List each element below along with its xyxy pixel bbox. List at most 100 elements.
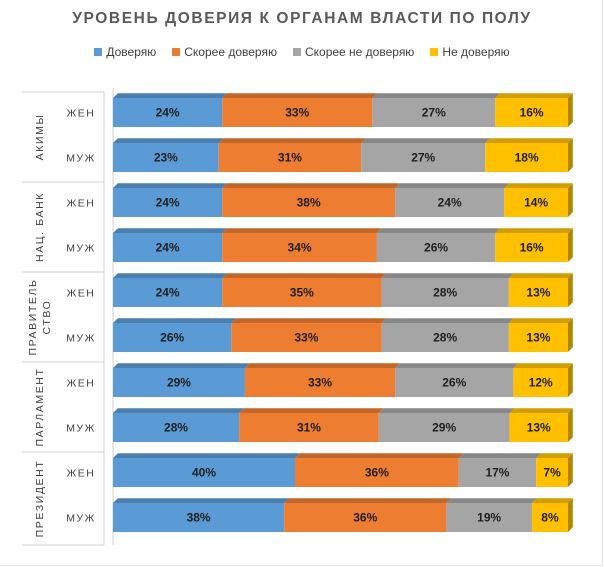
bar-segment bbox=[361, 143, 486, 172]
bar-value-label: 36% bbox=[353, 511, 377, 525]
bar-top-face bbox=[381, 273, 514, 278]
bar-side-face bbox=[568, 93, 573, 127]
bar-segment bbox=[508, 323, 568, 352]
bar-value-label: 29% bbox=[432, 421, 456, 435]
bar-top-face bbox=[284, 498, 452, 503]
bar-segment bbox=[446, 503, 532, 532]
bar-value-label: 28% bbox=[433, 331, 457, 345]
bar-value-label: 28% bbox=[433, 286, 457, 300]
bar-value-label: 8% bbox=[541, 511, 559, 525]
bar-segment bbox=[458, 458, 537, 487]
bar-value-label: 28% bbox=[164, 421, 188, 435]
chart-title: УРОВЕНЬ ДОВЕРИЯ К ОРГАНАМ ВЛАСТИ ПО ПОЛУ bbox=[72, 10, 532, 27]
legend: Доверяю Скорее доверяю Скорее не доверяю Не… bbox=[0, 45, 604, 59]
group-label: АКИМЫ bbox=[34, 114, 46, 161]
bar-value-label: 27% bbox=[422, 106, 446, 120]
bar-top-face bbox=[372, 93, 500, 98]
bar-top-face bbox=[395, 183, 510, 188]
bar-value-label: 31% bbox=[278, 151, 302, 165]
bar-top-face bbox=[222, 273, 387, 278]
row-label: ЖЕН bbox=[67, 107, 96, 119]
bar-value-label: 33% bbox=[285, 106, 309, 120]
bar-value-label: 13% bbox=[526, 286, 550, 300]
bar-segment bbox=[295, 458, 459, 487]
bar-segment bbox=[495, 98, 568, 127]
bar-side-face bbox=[568, 318, 573, 352]
bar-value-label: 16% bbox=[520, 106, 544, 120]
bar-segment bbox=[222, 233, 377, 262]
bar-value-label: 23% bbox=[154, 151, 178, 165]
bar-segment bbox=[504, 188, 568, 217]
bar-side-face bbox=[568, 273, 573, 307]
row-label: МУЖ bbox=[66, 242, 96, 254]
bar-side-face bbox=[568, 408, 573, 442]
bar-top-face bbox=[113, 408, 244, 413]
bar-side-face bbox=[568, 453, 573, 487]
bar-segment bbox=[113, 98, 223, 127]
bar-top-face bbox=[231, 318, 387, 323]
group-label: ПРАВИТЕЛЬ bbox=[27, 278, 39, 355]
group-label: НАЦ. БАНК bbox=[34, 192, 46, 262]
group-label: СТВО bbox=[41, 300, 53, 335]
legend-swatch bbox=[94, 48, 103, 56]
bar-segment bbox=[113, 458, 295, 487]
group-label: ПРЕЗИДЕНТ bbox=[34, 460, 46, 538]
bar-segment bbox=[378, 413, 510, 442]
bar-segment bbox=[113, 143, 219, 172]
bar-segment bbox=[509, 413, 568, 442]
legend-item: Доверяю bbox=[94, 45, 156, 59]
bar-top-face bbox=[446, 498, 537, 503]
bar-side-face bbox=[568, 138, 573, 172]
row-label: МУЖ bbox=[66, 512, 96, 524]
row-label: ЖЕН bbox=[67, 287, 96, 299]
bar-segment bbox=[376, 233, 496, 262]
bar-top-face bbox=[361, 138, 491, 143]
bar-segment bbox=[113, 233, 223, 262]
bar-top-face bbox=[508, 273, 573, 278]
bar-value-label: 26% bbox=[442, 376, 466, 390]
bar-top-face bbox=[376, 228, 500, 233]
bar-segment bbox=[284, 503, 447, 532]
bar-top-face bbox=[222, 93, 378, 98]
legend-item: Скорее доверяю bbox=[172, 45, 277, 59]
legend-label: Доверяю bbox=[106, 45, 157, 59]
bar-segment bbox=[395, 368, 514, 397]
group-label: ПАРЛАМЕНТ bbox=[34, 367, 46, 446]
bar-segment bbox=[536, 458, 568, 487]
bar-value-label: 33% bbox=[294, 331, 318, 345]
bar-value-label: 16% bbox=[520, 241, 544, 255]
row-label: МУЖ bbox=[66, 152, 96, 164]
bar-top-face bbox=[485, 138, 573, 143]
bar-top-face bbox=[222, 183, 400, 188]
bar-top-face bbox=[381, 318, 514, 323]
bar-value-label: 40% bbox=[192, 466, 216, 480]
bar-value-label: 38% bbox=[187, 511, 211, 525]
bar-top-face bbox=[222, 228, 382, 233]
bar-segment bbox=[381, 278, 509, 307]
legend-item: Не доверяю bbox=[430, 45, 510, 59]
bar-value-label: 34% bbox=[288, 241, 312, 255]
row-label: ЖЕН bbox=[67, 377, 96, 389]
row-label: МУЖ bbox=[66, 332, 96, 344]
row-label: МУЖ bbox=[66, 422, 96, 434]
legend-swatch bbox=[292, 48, 301, 56]
row-label: ЖЕН bbox=[67, 467, 96, 479]
legend-label: Скорее доверяю bbox=[184, 45, 277, 59]
bar-segment bbox=[485, 143, 568, 172]
bar-segment bbox=[508, 278, 568, 307]
bar-value-label: 26% bbox=[424, 241, 448, 255]
bar-top-face bbox=[113, 183, 227, 188]
bar-top-face bbox=[495, 93, 573, 98]
bar-top-face bbox=[458, 453, 541, 458]
bar-value-label: 24% bbox=[156, 286, 180, 300]
bar-top-face bbox=[509, 408, 573, 413]
bar-side-face bbox=[568, 228, 573, 262]
bar-segment bbox=[531, 503, 568, 532]
bar-segment bbox=[231, 323, 382, 352]
bar-value-label: 36% bbox=[365, 466, 389, 480]
bar-top-face bbox=[113, 273, 227, 278]
bar-top-face bbox=[395, 363, 519, 368]
bar-top-face bbox=[508, 318, 573, 323]
bar-value-label: 24% bbox=[438, 196, 462, 210]
